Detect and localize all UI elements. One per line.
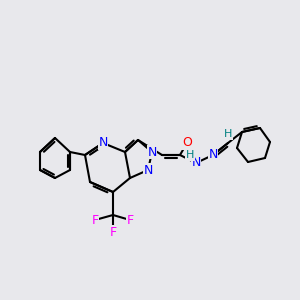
Text: N: N — [147, 146, 157, 158]
Text: H: H — [224, 129, 232, 139]
Text: N: N — [191, 157, 201, 169]
Text: N: N — [208, 148, 218, 161]
Text: H: H — [186, 150, 194, 160]
Text: F: F — [126, 214, 134, 226]
Text: F: F — [92, 214, 99, 226]
Text: N: N — [98, 136, 108, 149]
Text: F: F — [110, 226, 117, 238]
Text: N: N — [143, 164, 153, 176]
Text: O: O — [182, 136, 192, 149]
